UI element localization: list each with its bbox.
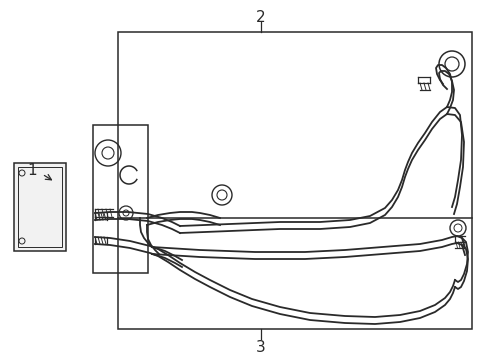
- Text: 2: 2: [256, 9, 265, 24]
- Bar: [118, 32, 471, 329]
- Bar: [18, 167, 62, 247]
- Text: 3: 3: [256, 341, 265, 356]
- Bar: [14, 163, 66, 251]
- Text: 1: 1: [27, 162, 37, 177]
- Bar: [93, 125, 148, 273]
